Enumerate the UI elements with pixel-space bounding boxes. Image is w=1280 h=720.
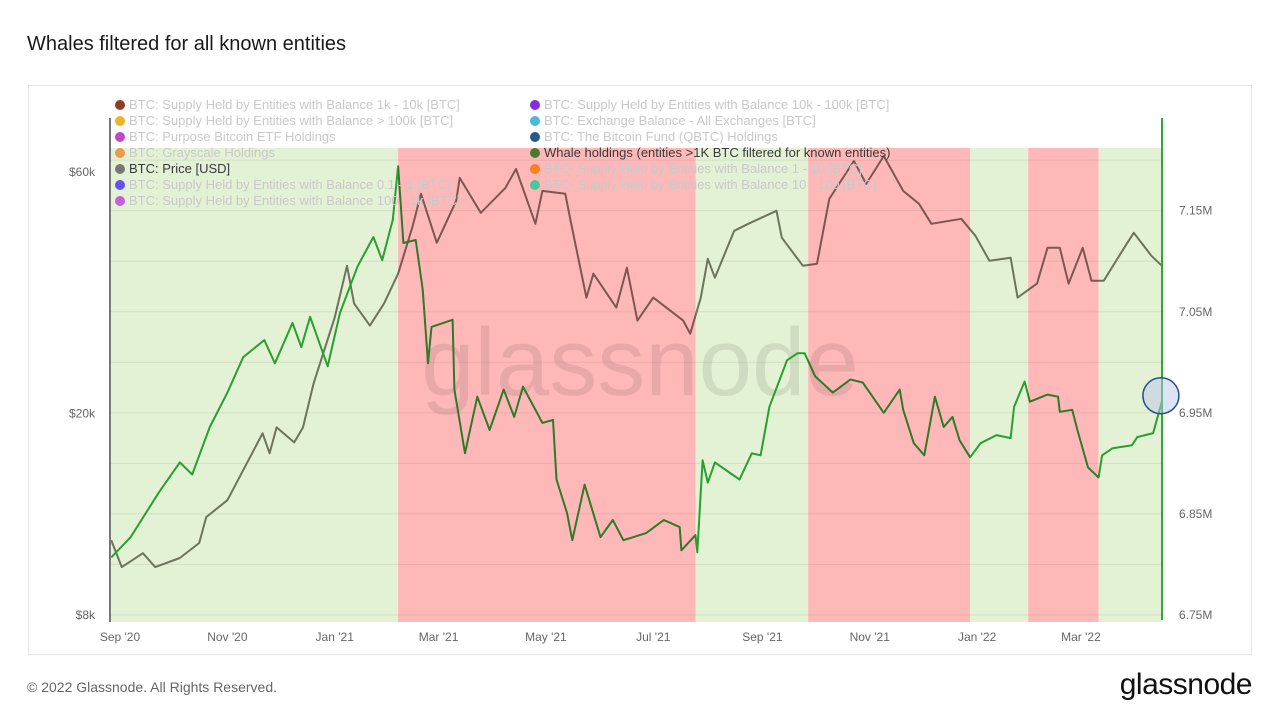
x-tick-label: Jan '21 <box>316 630 355 644</box>
legend-dot-icon <box>115 148 125 158</box>
legend-label: BTC: Supply Held by Entities with Balanc… <box>129 113 454 128</box>
legend-label: BTC: Purpose Bitcoin ETF Holdings <box>129 129 336 144</box>
regime-bands <box>111 148 1162 622</box>
x-tick-label: Sep '20 <box>100 630 141 644</box>
right-tick-label: 6.75M <box>1179 608 1212 622</box>
band-increase <box>111 148 399 622</box>
legend-item[interactable]: Whale holdings (entities >1K BTC filtere… <box>530 145 890 161</box>
legend-item[interactable]: BTC: The Bitcoin Fund (QBTC) Holdings <box>530 129 890 145</box>
x-tick-label: Mar '22 <box>1061 630 1101 644</box>
right-tick-label: 6.95M <box>1179 406 1212 420</box>
x-axis: Sep '20 Nov '20 Jan '21 Mar '21 May '21 Jul '… <box>100 630 1101 644</box>
legend-item[interactable]: BTC: Supply Held by Entities with Balanc… <box>115 97 461 113</box>
legend-column-2: BTC: Supply Held by Entities with Balanc… <box>530 97 890 193</box>
legend-dot-icon <box>115 164 125 174</box>
legend-dot-icon <box>115 100 125 110</box>
band-decrease <box>398 148 696 622</box>
legend-item[interactable]: BTC: Supply Held by Entities with Balanc… <box>115 177 461 193</box>
x-tick-label: Mar '21 <box>419 630 459 644</box>
legend-label: Whale holdings (entities >1K BTC filtere… <box>544 145 891 160</box>
band-decrease <box>808 148 971 622</box>
right-axis: 6.75M 6.85M 6.95M 7.05M 7.15M <box>1179 204 1212 622</box>
legend-label: BTC: Supply Held by Entities with Balanc… <box>129 177 451 192</box>
legend-dot-icon <box>115 116 125 126</box>
band-decrease <box>1028 148 1099 622</box>
right-tick-label: 6.85M <box>1179 507 1212 521</box>
legend-dot-icon <box>530 132 540 142</box>
x-tick-label: Nov '20 <box>207 630 248 644</box>
x-tick-label: May '21 <box>525 630 567 644</box>
legend-label: BTC: Grayscale Holdings <box>129 145 275 160</box>
left-tick-label: $20k <box>69 407 96 421</box>
x-tick-label: Nov '21 <box>850 630 891 644</box>
hover-point-marker[interactable] <box>1142 376 1180 415</box>
legend-item[interactable]: BTC: Supply Held by Entities with Balanc… <box>115 113 461 129</box>
x-tick-label: Jan '22 <box>958 630 997 644</box>
legend-item[interactable]: BTC: Supply Held by Entities with Balanc… <box>115 193 461 209</box>
left-tick-label: $60k <box>69 165 96 179</box>
legend-item[interactable]: BTC: Supply Held by Entities with Balanc… <box>530 97 890 113</box>
legend-label: BTC: Supply Held by Entities with Balanc… <box>544 161 862 176</box>
legend-column-1: BTC: Supply Held by Entities with Balanc… <box>115 97 461 209</box>
legend-item[interactable]: BTC: Price [USD] <box>115 161 461 177</box>
left-axis: $8k $20k $60k <box>69 165 96 622</box>
right-tick-label: 7.15M <box>1179 204 1212 218</box>
legend-label: BTC: Supply Held by Entities with Balanc… <box>544 177 877 192</box>
copyright: © 2022 Glassnode. All Rights Reserved. <box>27 679 278 695</box>
legend-label: BTC: Supply Held by Entities with Balanc… <box>544 97 890 112</box>
legend-item[interactable]: BTC: Exchange Balance - All Exchanges [B… <box>530 113 890 129</box>
right-tick-label: 7.05M <box>1179 305 1212 319</box>
glassnode-logo: glassnode <box>1119 668 1253 701</box>
legend-item[interactable]: BTC: Grayscale Holdings <box>115 145 461 161</box>
legend-dot-icon <box>530 148 540 158</box>
page-title: Whales filtered for all known entities <box>27 33 347 55</box>
legend-label: BTC: Supply Held by Entities with Balanc… <box>129 193 461 208</box>
legend-item[interactable]: BTC: Supply Held by Entities with Balanc… <box>530 161 890 177</box>
band-increase <box>970 148 1029 622</box>
legend-label: BTC: Supply Held by Entities with Balanc… <box>129 97 460 112</box>
chart-card <box>28 85 1252 655</box>
legend-dot-icon <box>530 116 540 126</box>
x-tick-label: Jul '21 <box>636 630 671 644</box>
legend-label: BTC: The Bitcoin Fund (QBTC) Holdings <box>544 129 778 144</box>
legend-item[interactable]: BTC: Supply Held by Entities with Balanc… <box>530 177 890 193</box>
legend-label: BTC: Price [USD] <box>129 161 231 176</box>
x-tick-label: Sep '21 <box>742 630 783 644</box>
legend-dot-icon <box>530 180 540 190</box>
left-tick-label: $8k <box>76 608 96 622</box>
legend-dot-icon <box>115 196 125 206</box>
legend-dot-icon <box>115 132 125 142</box>
legend-label: BTC: Exchange Balance - All Exchanges [B… <box>544 113 816 128</box>
legend-dot-icon <box>115 180 125 190</box>
band-increase <box>695 148 809 622</box>
legend-dot-icon <box>530 164 540 174</box>
legend-item[interactable]: BTC: Purpose Bitcoin ETF Holdings <box>115 129 461 145</box>
legend-dot-icon <box>530 100 540 110</box>
